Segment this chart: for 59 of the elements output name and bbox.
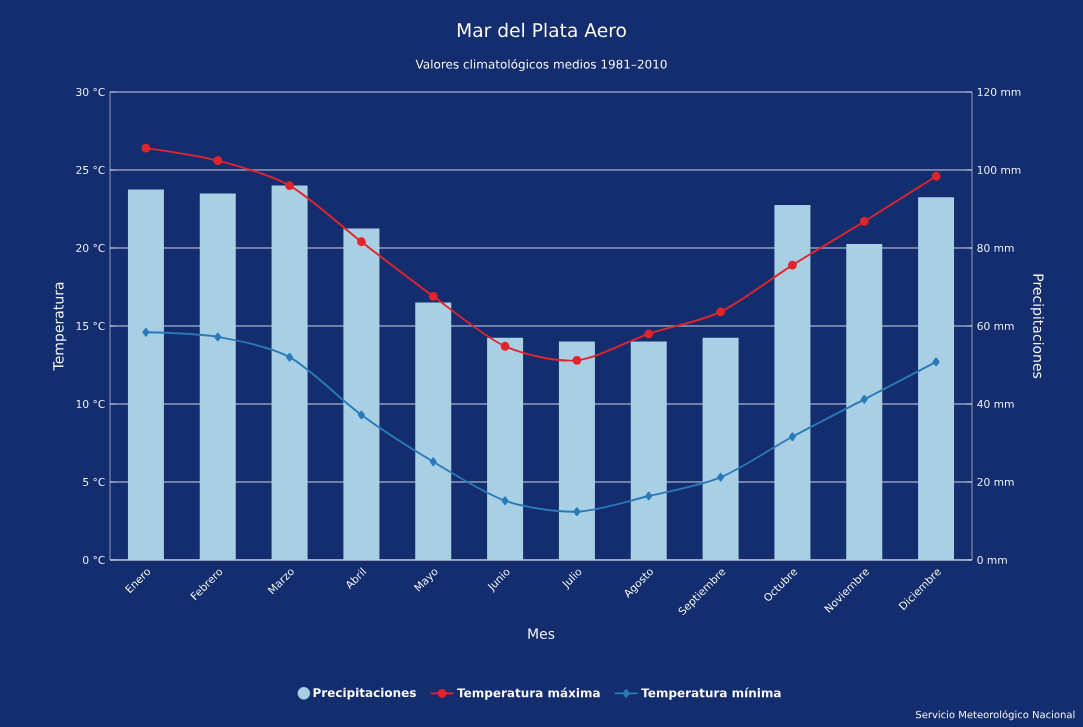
y2-axis-title: Precipitaciones — [1030, 274, 1044, 379]
point — [932, 357, 940, 367]
y2-tick-label: 0 mm — [977, 555, 1007, 565]
point — [500, 341, 510, 351]
point — [357, 410, 365, 420]
point — [860, 394, 868, 404]
y-tick-label: 30 °C — [76, 87, 105, 97]
point — [501, 496, 509, 506]
y-tick-label: 15 °C — [76, 321, 105, 331]
bar — [774, 205, 811, 560]
x-axis-title: Mes — [528, 628, 555, 639]
chart-title: Mar del Plata Aero — [457, 22, 626, 38]
point — [645, 491, 653, 501]
point — [428, 291, 438, 301]
legend-label: Temperatura máxima — [457, 687, 600, 700]
point — [141, 143, 151, 153]
point — [931, 171, 941, 181]
y-tick-label: 5 °C — [83, 477, 105, 487]
point — [788, 432, 796, 442]
point — [644, 329, 654, 339]
y-tick-label: 25 °C — [76, 165, 105, 175]
point — [286, 352, 294, 362]
bar — [487, 337, 524, 560]
legend-label: Temperatura mínima — [641, 687, 781, 700]
y2-tick-label: 120 mm — [977, 87, 1021, 97]
point — [859, 217, 869, 226]
y-tick-label: 0 °C — [83, 555, 105, 565]
chart-subtitle: Valores climatológicos medios 1981–2010 — [415, 58, 667, 72]
bar — [415, 302, 452, 560]
legend-label: Precipitaciones — [313, 687, 416, 700]
point — [357, 237, 366, 247]
bar — [199, 193, 236, 560]
point — [285, 181, 294, 190]
point — [573, 507, 581, 517]
bar — [558, 341, 595, 560]
point — [429, 457, 437, 467]
y-axis-title: Temperatura — [53, 282, 67, 371]
bar — [343, 228, 380, 560]
point — [717, 472, 725, 482]
point — [213, 156, 223, 166]
y-tick-label: 10 °C — [76, 399, 105, 409]
point — [214, 332, 222, 342]
bar — [127, 189, 164, 560]
y2-tick-label: 60 mm — [977, 321, 1014, 331]
y2-tick-label: 100 mm — [977, 165, 1021, 175]
bar — [918, 197, 955, 560]
bar — [271, 185, 308, 560]
bar — [846, 244, 883, 560]
y2-tick-label: 20 mm — [977, 477, 1014, 487]
point — [572, 355, 582, 365]
bar — [630, 341, 667, 560]
point — [716, 307, 725, 317]
y-tick-label: 20 °C — [76, 243, 105, 253]
y2-tick-label: 80 mm — [977, 243, 1014, 253]
point — [142, 327, 150, 337]
y2-tick-label: 40 mm — [977, 399, 1014, 409]
text: Servicio Meteorológico Nacional — [916, 710, 1075, 721]
point — [788, 260, 797, 270]
bar — [702, 337, 739, 560]
